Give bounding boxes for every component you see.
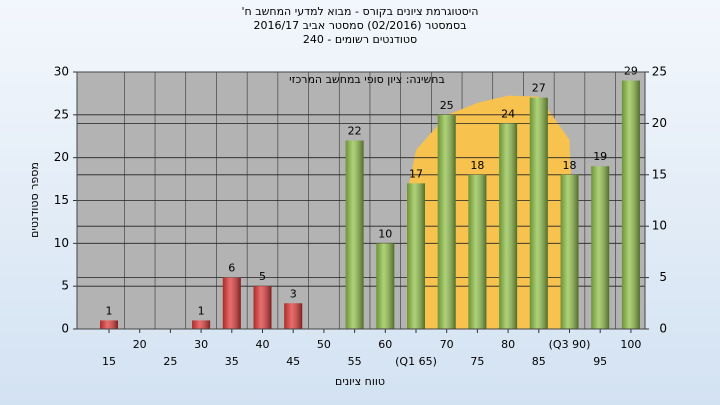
x-tick-label: 80 bbox=[501, 338, 515, 351]
y-tick-label: 15 bbox=[54, 193, 69, 207]
data-label: 10 bbox=[378, 227, 392, 240]
bar-shading bbox=[499, 123, 518, 330]
bar-shading bbox=[192, 320, 211, 329]
data-label: 19 bbox=[593, 150, 607, 163]
y2-tick-label: 0 bbox=[659, 322, 667, 336]
y-tick-label: 25 bbox=[54, 107, 69, 121]
bar-shading bbox=[100, 320, 118, 329]
plot-border bbox=[76, 71, 646, 330]
x-tick-label: 20 bbox=[133, 338, 147, 351]
data-label: 18 bbox=[563, 159, 577, 172]
x-axis-title: טווח ציונים bbox=[335, 375, 385, 388]
x-tick-label: 25 bbox=[163, 355, 177, 368]
data-label: 3 bbox=[290, 287, 297, 300]
data-label: 24 bbox=[501, 107, 515, 120]
y-tick-label: 20 bbox=[54, 150, 69, 164]
x-tick-label: 60 bbox=[378, 338, 392, 351]
x-tick-label: 75 bbox=[470, 355, 484, 368]
bar-shading bbox=[253, 286, 272, 329]
x-tick-label: 100 bbox=[620, 338, 641, 351]
x-tick-label: 35 bbox=[225, 355, 239, 368]
y2-tick-label: 15 bbox=[652, 167, 667, 181]
x-tick-label: (Q1 65) bbox=[395, 355, 437, 368]
chart-title: סטודנטים רשומים - 240 bbox=[303, 33, 417, 46]
x-tick-label: 30 bbox=[194, 338, 208, 351]
x-tick-label: 70 bbox=[440, 338, 454, 351]
x-tick-label: 55 bbox=[348, 355, 362, 368]
bar-shading bbox=[407, 183, 425, 329]
y2-tick-label: 10 bbox=[652, 219, 667, 233]
y-axis-title: מספר סטודנטים bbox=[28, 162, 41, 238]
y2-tick-label: 25 bbox=[652, 65, 667, 79]
bar-shading bbox=[560, 174, 579, 329]
bar-shading bbox=[529, 97, 548, 329]
data-label: 17 bbox=[409, 167, 423, 180]
x-tick-label: 40 bbox=[256, 338, 270, 351]
y-tick-label: 10 bbox=[54, 236, 69, 250]
bar-shading bbox=[591, 166, 610, 329]
data-label: 27 bbox=[532, 82, 546, 95]
x-tick-label: (Q3 90) bbox=[549, 338, 591, 351]
bar-shading bbox=[345, 140, 364, 329]
data-label: 5 bbox=[259, 270, 266, 283]
bar-shading bbox=[468, 174, 487, 329]
data-label: 1 bbox=[198, 304, 205, 317]
y-tick-label: 0 bbox=[61, 322, 69, 336]
data-label: 29 bbox=[624, 65, 638, 78]
y-tick-label: 30 bbox=[54, 65, 69, 79]
y2-tick-label: 5 bbox=[659, 270, 667, 284]
data-label: 6 bbox=[228, 262, 235, 275]
data-label: 18 bbox=[470, 159, 484, 172]
bar-shading bbox=[222, 277, 241, 329]
title-block: היסטוגרמת ציונים בקורס - מבוא למדעי המחש… bbox=[242, 5, 479, 46]
bar-shading bbox=[437, 114, 456, 329]
y-tick-label: 5 bbox=[61, 279, 69, 293]
bar-shading bbox=[621, 80, 640, 329]
y2-tick-label: 20 bbox=[652, 116, 667, 130]
x-tick-label: 15 bbox=[102, 355, 116, 368]
chart-title: בסמסטר (02/2016) סמסטר אביב 2016/17 bbox=[253, 19, 466, 32]
x-tick-label: 95 bbox=[593, 355, 607, 368]
data-label: 25 bbox=[440, 99, 454, 112]
x-tick-label: 85 bbox=[532, 355, 546, 368]
data-label: 1 bbox=[106, 304, 113, 317]
bar-shading bbox=[376, 243, 395, 329]
x-tick-label: 45 bbox=[286, 355, 300, 368]
bar-shading bbox=[284, 303, 303, 329]
annotation: בחשינה: ציון סופי במחשב המרכזי bbox=[289, 73, 445, 86]
data-label: 22 bbox=[348, 125, 362, 138]
x-tick-label: 50 bbox=[317, 338, 331, 351]
chart-title: היסטוגרמת ציונים בקורס - מבוא למדעי המחש… bbox=[242, 5, 479, 18]
